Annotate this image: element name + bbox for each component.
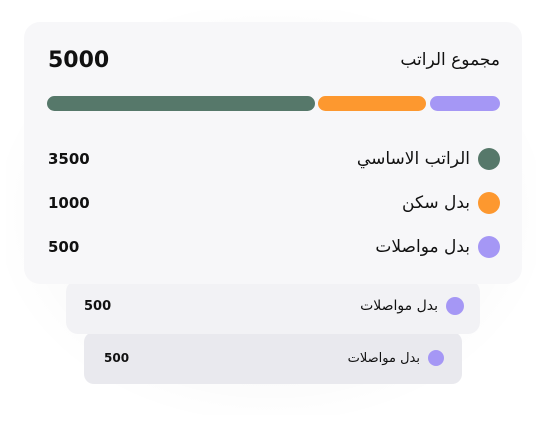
legend-dot-icon (428, 350, 444, 366)
item-amount: 1000 (48, 194, 90, 212)
item-label: بدل سكن (402, 193, 470, 213)
progress-segment-transport (430, 96, 500, 111)
list-item-transport: 500 بدل مواصلات (48, 233, 500, 261)
item-label: الراتب الاساسي (356, 149, 470, 169)
stacked-card-back (84, 332, 462, 384)
item-amount: 3500 (48, 150, 90, 168)
progress-segment-basic (47, 96, 315, 111)
item-amount: 500 (84, 298, 112, 314)
stacked-card-middle (66, 280, 480, 334)
legend-dot-icon (478, 148, 500, 170)
stacked-item-back: 500 بدل مواصلات (104, 348, 444, 368)
item-label: بدل مواصلات (347, 350, 420, 366)
salary-header: 5000 مجموع الراتب (48, 42, 500, 78)
stacked-item-middle: 500 بدل مواصلات (84, 295, 464, 317)
progress-segment-housing (318, 96, 426, 111)
total-amount: 5000 (48, 47, 110, 73)
legend-dot-icon (446, 297, 464, 315)
item-amount: 500 (104, 351, 130, 365)
item-label: بدل مواصلات (360, 298, 438, 314)
legend-dot-icon (478, 236, 500, 258)
legend-dot-icon (478, 192, 500, 214)
item-label: بدل مواصلات (375, 237, 470, 257)
total-title: مجموع الراتب (400, 50, 500, 70)
list-item-basic: 3500 الراتب الاساسي (48, 145, 500, 173)
salary-card (24, 22, 522, 284)
item-amount: 500 (48, 238, 80, 256)
list-item-housing: 1000 بدل سكن (48, 189, 500, 217)
